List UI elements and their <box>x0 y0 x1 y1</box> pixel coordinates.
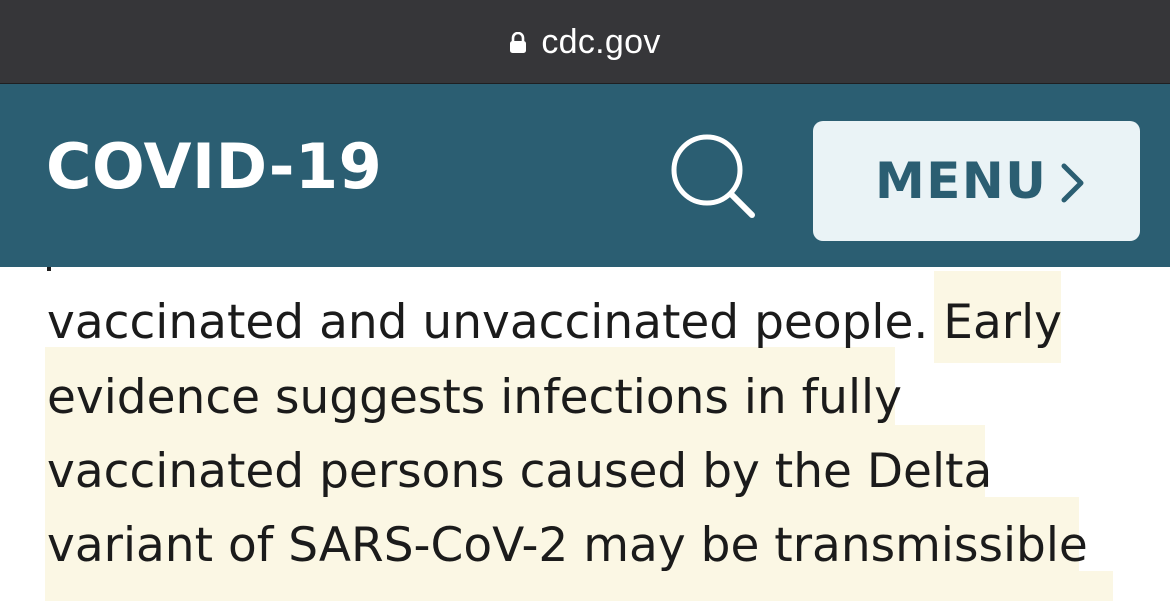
paragraph-line: vaccinated persons caused by the Delta <box>47 448 992 495</box>
article-content: vaccinated and unvaccinated people. Earl… <box>0 267 1170 601</box>
menu-button[interactable]: MENU <box>813 121 1140 241</box>
highlighted-text-segment: vaccinated persons caused by the Delta <box>47 444 993 499</box>
site-header: COVID-19 MENU <box>0 84 1170 267</box>
highlight-bg <box>45 425 985 497</box>
highlight-bg <box>45 571 1113 601</box>
paragraph-line: evidence suggests infections in fully <box>47 374 902 421</box>
highlight-bg <box>45 347 895 425</box>
search-icon <box>671 134 755 218</box>
url-domain: cdc.gov <box>541 22 661 61</box>
browser-url-bar[interactable]: cdc.gov <box>0 0 1170 84</box>
highlighted-text-segment: Early <box>943 295 1062 350</box>
clipped-text-fragment <box>47 267 51 271</box>
paragraph-line: vaccinated and unvaccinated people. Earl… <box>47 299 1062 346</box>
menu-label: MENU <box>875 152 1048 210</box>
highlight-bg <box>934 271 1061 363</box>
paragraph-line: variant of SARS-CoV-2 may be transmissib… <box>47 522 1088 569</box>
chevron-right-icon <box>1061 163 1084 203</box>
search-button[interactable] <box>664 134 764 224</box>
url-display[interactable]: cdc.gov <box>0 0 1170 84</box>
text-segment: vaccinated and unvaccinated people. <box>47 295 944 350</box>
highlighted-text-segment: variant of SARS-CoV-2 may be transmissib… <box>47 518 1088 573</box>
site-title[interactable]: COVID-19 <box>46 130 383 203</box>
highlight-bg <box>45 497 1079 571</box>
lock-icon <box>510 32 527 53</box>
highlighted-text-segment: evidence suggests infections in fully <box>47 370 902 425</box>
